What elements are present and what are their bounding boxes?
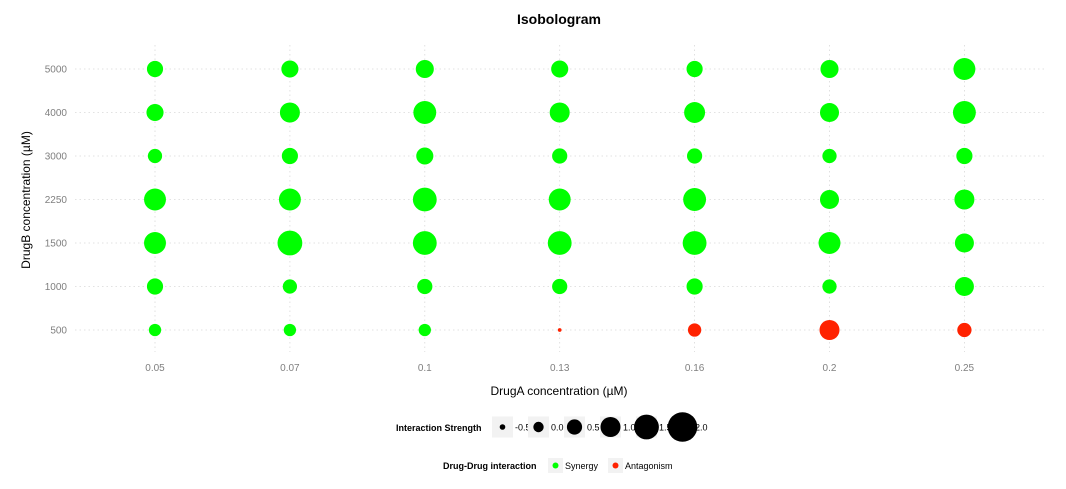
data-point	[557, 328, 562, 332]
data-point	[552, 148, 568, 164]
data-point	[687, 148, 703, 164]
data-point	[819, 189, 840, 210]
x-axis-ticks: 0.05 0.07 0.1 0.13 0.16 0.2 0.25	[145, 363, 974, 374]
y-tick-label: 500	[50, 326, 67, 337]
data-point	[818, 232, 841, 254]
color-legend: Drug-Drug interaction Synergy Antagonism	[443, 458, 673, 473]
data-point	[417, 278, 433, 295]
x-tick-label: 0.25	[955, 363, 975, 374]
size-legend-symbol	[634, 414, 659, 440]
data-point	[953, 58, 976, 80]
data-point	[822, 279, 837, 294]
data-point	[418, 323, 431, 337]
data-point	[954, 189, 975, 210]
x-tick-label: 0.1	[418, 363, 432, 374]
data-point	[820, 59, 839, 79]
size-legend-symbol	[566, 419, 583, 435]
y-axis-ticks: 500 1000 1500 2250 3000 4000 5000	[45, 65, 68, 337]
data-point	[413, 101, 437, 124]
color-legend-symbol	[612, 462, 619, 469]
data-point	[412, 231, 437, 255]
data-point	[551, 60, 569, 78]
size-legend-label: 0.5	[587, 423, 600, 433]
data-point	[822, 148, 837, 164]
data-point	[146, 278, 164, 295]
size-legend-symbol	[533, 421, 544, 433]
y-tick-label: 2250	[45, 195, 68, 206]
y-tick-label: 5000	[45, 65, 68, 76]
size-legend-label: -0.5	[515, 423, 531, 433]
size-legend-label: 1.5	[659, 423, 672, 433]
size-legend-label: 0.0	[551, 423, 564, 433]
data-point	[282, 279, 298, 294]
data-point	[148, 323, 162, 337]
data-point	[683, 188, 707, 211]
data-point	[281, 147, 298, 165]
color-legend-label: Antagonism	[625, 461, 673, 471]
color-legend-title: Drug-Drug interaction	[443, 461, 537, 471]
data-point	[146, 60, 164, 78]
data-point	[952, 101, 976, 124]
data-point	[819, 102, 840, 123]
x-tick-label: 0.2	[823, 363, 837, 374]
x-tick-label: 0.16	[685, 363, 705, 374]
color-legend-label: Synergy	[565, 461, 599, 471]
data-point	[957, 322, 972, 338]
y-tick-label: 4000	[45, 108, 68, 119]
data-point	[819, 320, 840, 340]
data-point	[682, 231, 707, 255]
y-tick-label: 3000	[45, 152, 68, 163]
chart-title: Isobologram	[517, 11, 601, 27]
data-point	[954, 233, 974, 253]
y-tick-label: 1500	[45, 239, 68, 250]
data-point	[279, 102, 300, 123]
data-point	[277, 230, 303, 256]
data-point	[281, 60, 299, 78]
size-legend-title: Interaction Strength	[396, 423, 482, 433]
data-point	[144, 188, 166, 211]
data-point	[412, 187, 437, 212]
data-point	[278, 188, 301, 211]
size-legend: Interaction Strength -0.5 0.0 0.5 1.0 1.5 2.0	[396, 412, 708, 442]
data-point	[956, 147, 973, 165]
y-tick-label: 1000	[45, 282, 68, 293]
size-legend-label: 2.0	[695, 423, 708, 433]
data-point	[146, 103, 164, 122]
size-legend-symbol	[667, 412, 698, 442]
x-axis-label: DrugA concentration (µM)	[491, 384, 628, 398]
data-point	[415, 59, 434, 79]
data-point	[954, 276, 974, 297]
data-point	[686, 60, 703, 78]
x-tick-label: 0.07	[280, 363, 300, 374]
data-point	[548, 188, 571, 211]
x-tick-label: 0.05	[145, 363, 165, 374]
data-point	[547, 231, 572, 255]
data-point	[549, 102, 570, 123]
size-legend-symbol	[600, 417, 621, 437]
y-axis-label: DrugB concentration (µM)	[19, 131, 33, 269]
size-legend-symbol	[499, 424, 506, 430]
data-point	[283, 323, 297, 337]
data-point	[416, 147, 434, 165]
data-point	[686, 278, 703, 295]
data-point	[687, 323, 702, 337]
data-point	[552, 278, 568, 295]
data-point	[147, 148, 163, 164]
color-legend-symbol	[552, 462, 559, 469]
data-point	[684, 102, 706, 123]
data-point	[144, 232, 166, 254]
data-points	[144, 58, 976, 340]
x-tick-label: 0.13	[550, 363, 570, 374]
size-legend-label: 1.0	[623, 423, 636, 433]
